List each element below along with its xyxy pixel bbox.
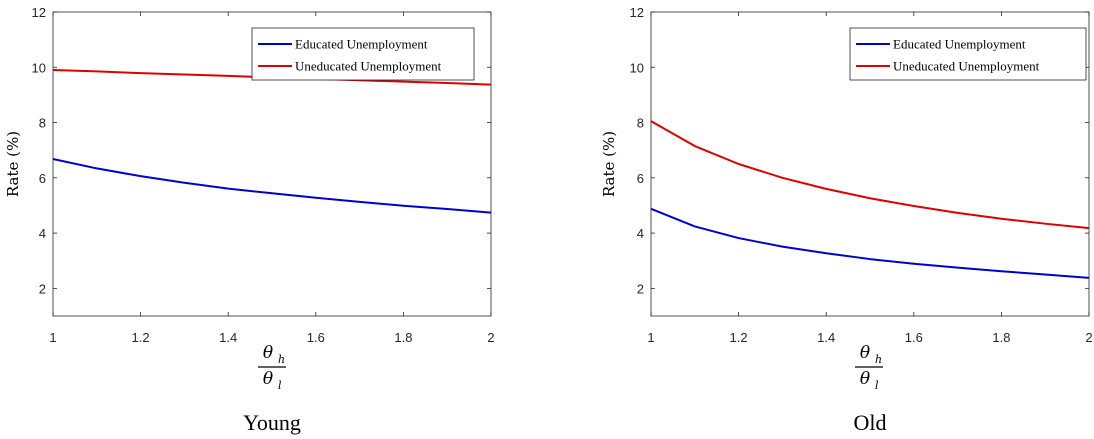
x-tick-label: 1.8 — [394, 330, 412, 345]
x-label-denominator-sub: l — [278, 379, 282, 392]
y-tick-label: 2 — [637, 281, 644, 296]
series-line-0 — [650, 207, 1090, 279]
legend-box — [251, 27, 475, 81]
x-label-numerator-sub: h — [875, 353, 882, 366]
panel-title: Young — [243, 410, 301, 435]
x-tick-label: 1.6 — [905, 330, 923, 345]
x-tick-label: 1.4 — [817, 330, 835, 345]
legend-label-0: Educated Unemployment — [893, 37, 1026, 52]
x-tick-label: 1 — [49, 330, 56, 345]
plot-area-frame — [52, 11, 492, 317]
x-tick-label: 1.2 — [132, 330, 150, 345]
x-label-denominator: θ — [860, 369, 870, 389]
x-tick-label: 1.6 — [307, 330, 325, 345]
x-label-denominator: θ — [263, 369, 273, 389]
y-axis-label: Rate (%) — [600, 131, 618, 197]
y-tick-label: 4 — [39, 226, 46, 241]
legend: Educated Unemployment Uneducated Unemploy… — [251, 27, 475, 81]
series-line-0 — [52, 158, 492, 214]
y-tick-label: 12 — [32, 5, 46, 20]
x-label-numerator: θ — [860, 343, 870, 363]
y-tick-label: 6 — [39, 171, 46, 186]
x-tick-label: 1.4 — [219, 330, 237, 345]
legend-box — [849, 27, 1087, 81]
y-tick-label: 4 — [637, 226, 644, 241]
x-tick-label: 1 — [647, 330, 654, 345]
panel-title: Old — [854, 410, 887, 435]
y-tick-label: 12 — [630, 5, 644, 20]
x-tick-label: 1.8 — [992, 330, 1010, 345]
plot-area-frame — [650, 11, 1090, 317]
x-label-numerator: θ — [263, 343, 273, 363]
x-tick-label: 1.2 — [730, 330, 748, 345]
y-tick-label: 2 — [39, 281, 46, 296]
x-label-numerator-sub: h — [278, 353, 285, 366]
legend: Educated Unemployment Uneducated Unemploy… — [849, 27, 1087, 81]
legend-label-0: Educated Unemployment — [295, 37, 428, 52]
y-tick-label: 10 — [630, 60, 644, 75]
y-tick-label: 8 — [637, 116, 644, 131]
x-tick-label: 2 — [1085, 330, 1092, 345]
y-tick-label: 10 — [32, 60, 46, 75]
y-axis-label: Rate (%) — [4, 131, 22, 197]
x-tick-label: 2 — [487, 330, 494, 345]
x-label-denominator-sub: l — [875, 379, 879, 392]
y-tick-label: 6 — [637, 171, 644, 186]
y-tick-label: 8 — [39, 116, 46, 131]
legend-label-1: Uneducated Unemployment — [893, 59, 1040, 74]
series-line-1 — [650, 120, 1090, 230]
legend-label-1: Uneducated Unemployment — [295, 59, 442, 74]
